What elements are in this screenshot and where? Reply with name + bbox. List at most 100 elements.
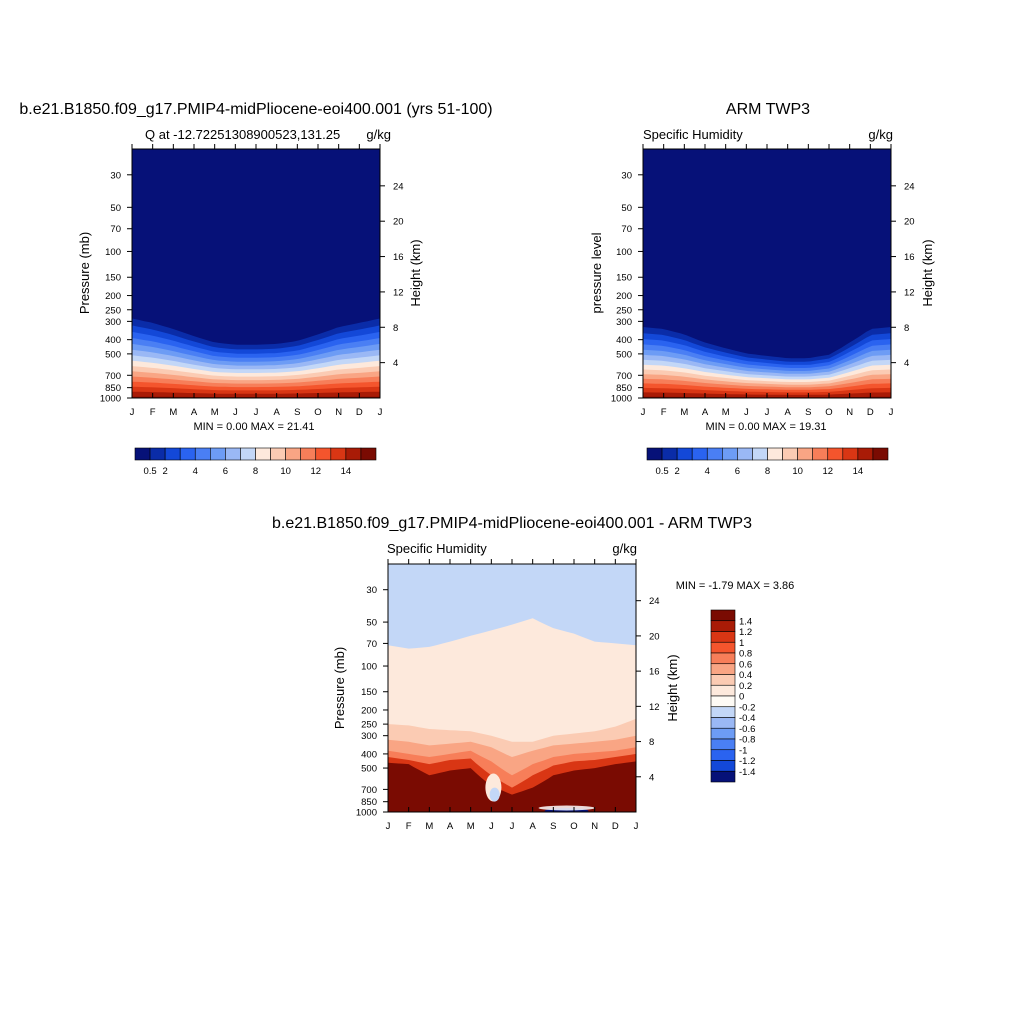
y-tick-label: 500 [105, 349, 121, 360]
y2-tick-label: 8 [649, 737, 654, 748]
colorbar-box [710, 652, 736, 665]
x-tick-label: F [406, 821, 412, 832]
x-tick-label: M [425, 821, 433, 832]
panel-2-y2label: Height (km) [920, 239, 935, 306]
colorbar-box [767, 447, 783, 461]
colorbar-label: 0.4 [739, 670, 752, 681]
x-tick-label: M [467, 821, 475, 832]
y-tick-label: 400 [105, 335, 121, 346]
colorbar-label: -1.2 [739, 756, 755, 767]
colorbar-box [812, 447, 829, 461]
colorbar-box [661, 447, 678, 461]
y2-tick-label: 12 [649, 702, 660, 713]
y-tick-label: 500 [361, 764, 377, 775]
colorbar-box [872, 447, 889, 461]
colorbar-box [225, 447, 241, 461]
colorbar-box [710, 695, 736, 708]
x-tick-label: O [825, 407, 832, 418]
panel-2-contours [643, 149, 891, 398]
y-tick-label: 30 [110, 170, 121, 181]
x-tick-label: J [489, 821, 494, 832]
colorbar-label: 6 [735, 466, 740, 477]
colorbar-box [179, 447, 196, 461]
x-tick-label: M [722, 407, 730, 418]
colorbar-box [646, 447, 663, 461]
panel-1-ylabel: Pressure (mb) [77, 232, 92, 314]
x-tick-label: M [211, 407, 219, 418]
panel-1-title: b.e21.B1850.f09_g17.PMIP4-midPliocene-eo… [19, 101, 492, 118]
y-tick-label: 300 [105, 317, 121, 328]
x-tick-label: F [661, 407, 667, 418]
y-tick-label: 700 [105, 371, 121, 382]
x-tick-label: A [529, 821, 536, 832]
colorbar-box [194, 447, 211, 461]
x-tick-label: D [356, 407, 363, 418]
y-tick-label: 70 [621, 224, 632, 235]
colorbar-label: 8 [765, 466, 770, 477]
colorbar-box [710, 760, 736, 772]
x-tick-label: A [447, 821, 454, 832]
y-tick-label: 400 [616, 335, 632, 346]
x-tick-label: A [191, 407, 198, 418]
colorbar-box [710, 620, 736, 632]
y2-tick-label: 8 [393, 323, 398, 334]
colorbar-box [842, 447, 859, 461]
panel-1-units: g/kg [366, 127, 391, 142]
panel-3-left-string: Specific Humidity [387, 541, 487, 556]
colorbar-label: 12 [822, 466, 833, 477]
x-tick-label: J [889, 407, 894, 418]
colorbar-label: -1 [739, 745, 747, 756]
x-tick-label: J [510, 821, 515, 832]
colorbar-box [691, 447, 708, 461]
panel-3-title: b.e21.B1850.f09_g17.PMIP4-midPliocene-eo… [272, 515, 752, 532]
x-tick-label: J [254, 407, 259, 418]
diff-blue-spot [489, 787, 500, 802]
y-tick-label: 500 [616, 349, 632, 360]
y-tick-label: 70 [110, 224, 121, 235]
x-tick-label: S [805, 407, 811, 418]
colorbar-label: 10 [792, 466, 803, 477]
y-tick-label: 850 [361, 797, 377, 808]
y-tick-label: 700 [361, 785, 377, 796]
colorbar-box [710, 674, 736, 686]
colorbar-box [710, 609, 736, 622]
y2-tick-label: 20 [393, 217, 404, 228]
panel-2: ARM TWP3 Specific Humidity g/kg J F M A M J J A… [589, 101, 935, 477]
panel-2-left-string: Specific Humidity [643, 127, 743, 142]
colorbar-label: 0.6 [739, 659, 752, 670]
x-tick-label: S [550, 821, 556, 832]
x-tick-label: A [784, 407, 791, 418]
y2-tick-label: 12 [904, 287, 915, 298]
y-tick-label: 850 [105, 383, 121, 394]
panel-3-ylabel: Pressure (mb) [332, 647, 347, 729]
panel-3-minmax: MIN = -1.79 MAX = 3.86 [676, 580, 795, 592]
colorbar-label: 4 [705, 466, 710, 477]
x-tick-label: N [335, 407, 342, 418]
y-tick-label: 30 [366, 585, 377, 596]
y-tick-label: 1000 [100, 394, 121, 405]
colorbar-box [710, 641, 736, 654]
panel-2-units: g/kg [868, 127, 893, 142]
colorbar-label: 2 [162, 466, 167, 477]
colorbar-box [710, 749, 736, 761]
panel-2-ylabel: pressure level [589, 232, 604, 313]
colorbar-box [752, 447, 768, 461]
colorbar-box [676, 447, 693, 461]
x-tick-label: J [744, 407, 749, 418]
y2-tick-label: 8 [904, 323, 909, 334]
x-tick-label: A [702, 407, 709, 418]
colorbar-label: 1 [739, 638, 744, 649]
colorbar-label: -0.6 [739, 724, 755, 735]
panel-3-y2label: Height (km) [665, 654, 680, 721]
colorbar-box [782, 447, 798, 461]
x-tick-label: J [765, 407, 770, 418]
y-tick-label: 70 [366, 639, 377, 650]
colorbar-label: 14 [341, 466, 352, 477]
y-tick-label: 50 [110, 203, 121, 214]
x-tick-label: F [150, 407, 156, 418]
colorbar-label: -0.8 [739, 735, 755, 746]
y2-tick-label: 4 [393, 358, 398, 369]
y2-tick-label: 24 [904, 181, 915, 192]
